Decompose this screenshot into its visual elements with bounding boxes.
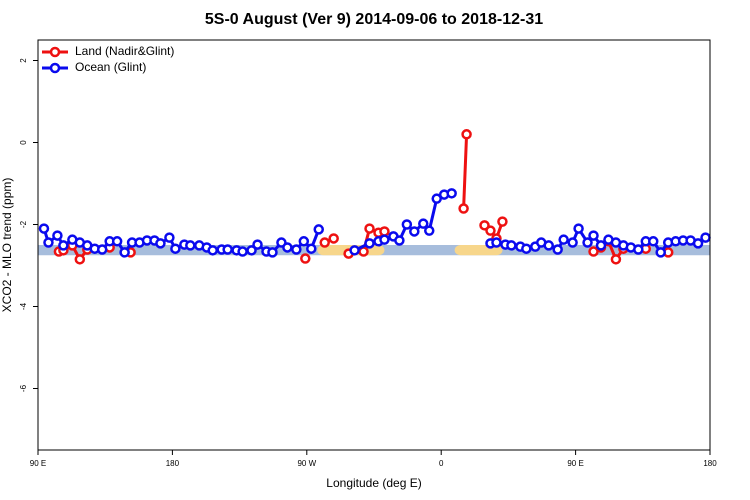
y-tick-label: 2 <box>19 58 28 63</box>
data-point <box>497 216 508 227</box>
data-point <box>692 238 704 249</box>
legend: Land (Nadir&Glint) Ocean (Glint) <box>39 41 189 79</box>
data-point <box>506 240 517 251</box>
data-point <box>222 244 233 255</box>
data-point <box>588 230 599 241</box>
y-tick-label: -4 <box>19 302 28 310</box>
data-point <box>185 240 196 251</box>
data-point <box>252 239 263 250</box>
data-point <box>300 253 311 264</box>
data-point <box>328 233 339 244</box>
data-point <box>558 234 569 245</box>
legend-label: Ocean (Glint) <box>75 60 146 74</box>
x-tick-label: 90 W <box>297 459 316 468</box>
data-point <box>379 226 390 237</box>
data-point <box>119 247 130 258</box>
data-point <box>379 234 390 245</box>
data-point <box>394 235 405 246</box>
data-point <box>446 188 457 199</box>
data-point <box>246 245 257 256</box>
data-point <box>298 236 310 247</box>
data-point <box>521 243 532 254</box>
data-point <box>543 240 554 251</box>
data-point <box>595 240 607 251</box>
data-point <box>418 218 429 229</box>
y-tick-label: -6 <box>19 384 28 392</box>
data-point <box>582 237 593 248</box>
data-point <box>364 223 375 234</box>
data-point <box>58 240 69 251</box>
data-point <box>491 237 502 248</box>
data-point <box>573 223 584 234</box>
legend-marker <box>49 62 61 74</box>
data-point <box>401 219 413 230</box>
data-point <box>424 225 435 236</box>
plot-area <box>38 129 711 265</box>
data-point <box>364 238 375 249</box>
legend-marker <box>49 46 61 58</box>
x-tick-label: 180 <box>166 459 180 468</box>
y-axis-label: XCO2 - MLO trend (ppm) <box>0 178 14 313</box>
data-point <box>155 238 166 249</box>
data-point <box>655 247 666 258</box>
data-point <box>588 246 599 257</box>
data-point <box>43 237 54 248</box>
data-point <box>267 247 278 258</box>
x-tick-label: 180 <box>703 459 717 468</box>
data-point <box>567 237 578 248</box>
legend-box <box>39 41 189 79</box>
plot-frame <box>37 39 711 451</box>
data-point <box>648 236 659 247</box>
legend-label: Land (Nadir&Glint) <box>75 44 174 58</box>
data-point <box>74 254 86 265</box>
data-point <box>633 244 644 255</box>
y-tick-label: -2 <box>19 220 28 228</box>
data-point <box>349 245 360 256</box>
data-point <box>485 225 496 236</box>
data-point <box>306 243 317 254</box>
data-point <box>164 232 175 243</box>
data-point <box>458 203 469 214</box>
data-point <box>552 244 563 255</box>
data-point <box>207 245 218 256</box>
data-point <box>431 193 442 204</box>
chart-title: 5S-0 August (Ver 9) 2014-09-06 to 2018-1… <box>205 11 543 28</box>
data-point <box>111 236 123 247</box>
data-point <box>700 232 711 243</box>
data-point <box>610 254 622 265</box>
data-point <box>52 230 63 241</box>
x-axis-label: Longitude (deg E) <box>326 476 421 490</box>
data-point <box>319 237 330 248</box>
y-tick-label: 0 <box>19 140 28 145</box>
data-point <box>291 244 302 255</box>
data-point <box>282 242 293 253</box>
data-point <box>38 223 50 234</box>
x-tick-label: 0 <box>439 459 444 468</box>
data-point <box>409 226 420 237</box>
data-point <box>461 129 472 140</box>
data-point <box>313 224 324 235</box>
data-point <box>237 246 248 257</box>
x-tick-label: 90 E <box>30 459 46 468</box>
x-tick-label: 90 E <box>567 459 583 468</box>
data-point <box>96 244 108 255</box>
data-point <box>170 243 181 254</box>
